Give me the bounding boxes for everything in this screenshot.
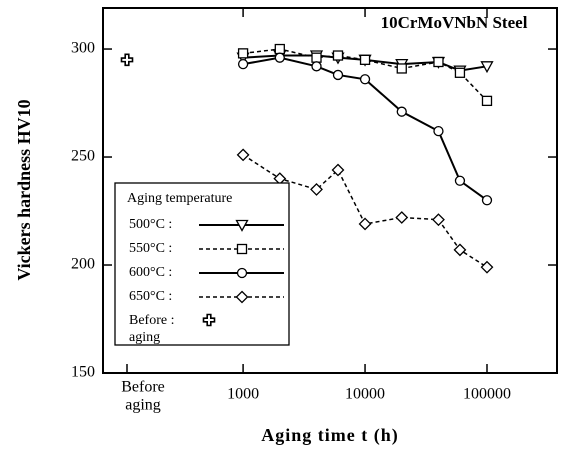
x-axis-label: Aging time t (h) <box>261 425 398 446</box>
marker <box>359 54 371 65</box>
marker <box>454 67 466 78</box>
marker <box>274 52 285 63</box>
marker <box>481 95 493 107</box>
marker <box>236 148 250 162</box>
legend-label: Before : <box>129 313 174 328</box>
x-tick-label: Before <box>121 379 165 396</box>
legend-label: 550°C : <box>129 241 172 256</box>
x-tick-label: 1000 <box>227 386 259 403</box>
marker <box>236 243 248 255</box>
marker <box>433 56 444 68</box>
marker <box>311 61 322 72</box>
marker <box>120 53 134 67</box>
plot-frame <box>102 7 558 374</box>
marker <box>454 175 466 186</box>
marker <box>310 183 323 196</box>
y-axis-label: Vickers hardness HV10 <box>14 99 34 280</box>
y-tick-label: 200 <box>71 256 95 273</box>
legend-label: 500°C : <box>129 217 172 232</box>
marker <box>480 61 494 74</box>
marker <box>480 260 494 274</box>
x-tick-label: aging <box>125 397 161 414</box>
marker <box>311 52 322 63</box>
y-tick-label: 150 <box>71 364 95 381</box>
marker <box>432 213 445 227</box>
marker <box>395 211 409 224</box>
series-line <box>243 48 488 102</box>
marker <box>433 125 444 137</box>
marker <box>236 267 248 279</box>
x-tick-label: 100000 <box>463 386 511 403</box>
legend-label: 650°C : <box>129 289 172 304</box>
marker <box>453 243 467 257</box>
marker <box>396 63 407 74</box>
marker <box>332 50 344 61</box>
marker <box>331 163 345 177</box>
marker <box>235 290 249 304</box>
marker <box>481 195 493 206</box>
marker <box>237 48 249 59</box>
legend-box <box>114 182 290 346</box>
marker <box>202 313 216 327</box>
legend-label: 600°C : <box>129 265 172 280</box>
marker <box>332 69 344 81</box>
y-tick-label: 300 <box>71 40 95 57</box>
marker <box>235 219 249 232</box>
legend-label: aging <box>129 330 160 345</box>
legend-title: Aging temperature <box>127 191 232 206</box>
marker <box>274 43 285 55</box>
chart-title: 10CrMoVNbN Steel <box>381 13 528 32</box>
x-tick-label: 10000 <box>345 386 385 403</box>
marker <box>359 74 371 85</box>
marker <box>358 217 372 231</box>
y-tick-label: 250 <box>71 148 95 165</box>
marker <box>396 106 407 117</box>
marker <box>237 59 249 70</box>
